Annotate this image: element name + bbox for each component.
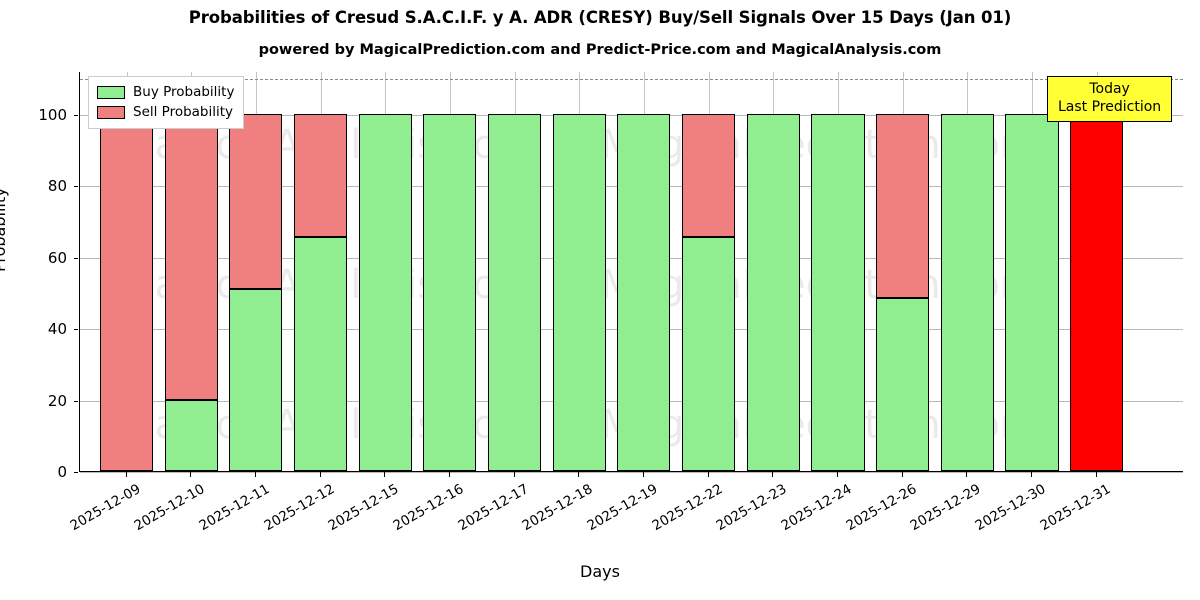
x-tick-mark <box>1031 472 1032 477</box>
chart-subtitle: powered by MagicalPrediction.com and Pre… <box>258 42 942 58</box>
bar-group[interactable] <box>811 71 865 471</box>
bar-segment-buy[interactable] <box>876 297 930 471</box>
x-tick-label: 2025-12-22 <box>649 481 726 535</box>
bar-segment-sell[interactable] <box>164 113 218 401</box>
legend-label: Buy Probability <box>133 84 235 100</box>
bar-segment-buy[interactable] <box>552 113 606 471</box>
bar-segment-buy[interactable] <box>294 237 348 471</box>
bar-segment-buy[interactable] <box>164 400 218 471</box>
bar-segment-sell[interactable] <box>682 113 736 238</box>
x-tick-mark <box>384 472 386 477</box>
chart-legend: Buy Probability Sell Probability <box>88 76 245 129</box>
x-tick-mark <box>642 472 644 477</box>
x-tick-mark <box>448 472 450 477</box>
bar-group[interactable] <box>1070 71 1124 471</box>
bar-group[interactable] <box>746 71 800 471</box>
y-tick-mark <box>74 257 78 259</box>
top-dashed-line <box>80 79 1183 81</box>
today-label: Today <box>1089 81 1130 97</box>
bar-segment-sell[interactable] <box>100 113 154 471</box>
x-tick-label: 2025-12-09 <box>67 481 144 535</box>
plot-inner: MagicalAnalysis.comMagicaPrediction.comM… <box>80 71 1183 473</box>
bar-group[interactable] <box>164 71 218 471</box>
x-tick-mark <box>125 472 127 477</box>
x-tick-mark <box>254 472 256 477</box>
x-tick-mark <box>513 472 515 477</box>
bar-segment-buy[interactable] <box>682 237 736 471</box>
bar-group[interactable] <box>358 71 412 471</box>
bar-segment-buy[interactable] <box>229 288 283 471</box>
x-tick-label: 2025-12-23 <box>713 481 790 535</box>
x-tick-label: 2025-12-19 <box>584 481 661 535</box>
x-tick-mark <box>1095 472 1097 477</box>
bar-group[interactable] <box>940 71 994 471</box>
bar-segment-buy[interactable] <box>1005 113 1059 471</box>
y-tick-mark <box>74 114 78 116</box>
y-tick-label: 0 <box>57 463 67 481</box>
horizontal-gridline <box>80 472 1183 473</box>
bar-group[interactable] <box>617 71 671 471</box>
y-tick-mark <box>74 329 78 331</box>
plot-area: MagicalAnalysis.comMagicaPrediction.comM… <box>79 71 1183 473</box>
bar-segment-buy[interactable] <box>423 113 477 471</box>
x-tick-mark <box>707 472 709 477</box>
legend-item[interactable]: Sell Probability <box>97 102 234 122</box>
bar-group[interactable] <box>488 71 542 471</box>
bar-segment-sell[interactable] <box>294 113 348 238</box>
legend-label: Sell Probability <box>133 104 234 120</box>
x-tick-label: 2025-12-15 <box>325 481 402 535</box>
bar-group[interactable] <box>682 71 736 471</box>
x-tick-label: 2025-12-26 <box>843 481 920 535</box>
bar-segment-sell[interactable] <box>876 113 930 298</box>
y-tick-label: 80 <box>47 177 67 196</box>
x-tick-mark <box>190 472 192 477</box>
bar-segment-buy[interactable] <box>746 113 800 471</box>
today-annotation: Today Last Prediction <box>1047 76 1173 122</box>
chart-title: Probabilities of Cresud S.A.C.I.F. y A. … <box>188 8 1012 27</box>
y-tick-label: 40 <box>47 320 67 339</box>
legend-item[interactable]: Buy Probability <box>97 82 234 102</box>
x-tick-mark <box>836 472 838 477</box>
y-tick-mark <box>74 472 78 473</box>
bar-group[interactable] <box>876 71 930 471</box>
x-tick-label: 2025-12-16 <box>390 481 467 535</box>
x-tick-label: 2025-12-18 <box>519 481 596 535</box>
last-prediction-label: Last Prediction <box>1058 99 1162 115</box>
y-tick-mark <box>74 186 78 188</box>
bar-segment-buy[interactable] <box>811 113 865 471</box>
bar-group[interactable] <box>294 71 348 471</box>
y-tick-label: 60 <box>47 248 67 267</box>
bar-segment-sell[interactable] <box>229 113 283 289</box>
x-tick-label: 2025-12-24 <box>778 481 855 535</box>
y-tick-label: 100 <box>38 105 67 124</box>
x-tick-mark <box>319 472 321 477</box>
x-axis-label: Days <box>580 562 620 581</box>
legend-swatch-icon <box>97 105 125 119</box>
bar-group[interactable] <box>423 71 477 471</box>
bar-segment-buy[interactable] <box>940 113 994 471</box>
x-tick-label: 2025-12-11 <box>196 481 273 535</box>
legend-swatch-icon <box>97 85 125 99</box>
x-tick-label: 2025-12-31 <box>1037 481 1114 535</box>
x-tick-label: 2025-12-17 <box>455 481 532 535</box>
bar-group[interactable] <box>552 71 606 471</box>
x-tick-label: 2025-12-30 <box>972 481 1049 535</box>
x-tick-mark <box>772 472 774 477</box>
x-tick-mark <box>578 472 580 477</box>
bar-segment-buy[interactable] <box>617 113 671 471</box>
x-tick-label: 2025-12-29 <box>907 481 984 535</box>
bar-group[interactable] <box>229 71 283 471</box>
bar-segment-sell[interactable] <box>1070 113 1124 471</box>
x-tick-mark <box>966 472 968 477</box>
x-tick-label: 2025-12-12 <box>261 481 338 535</box>
x-tick-mark <box>901 472 903 477</box>
y-tick-mark <box>74 400 78 402</box>
bar-group[interactable] <box>1005 71 1059 471</box>
bar-segment-buy[interactable] <box>358 113 412 471</box>
x-tick-label: 2025-12-10 <box>131 481 208 535</box>
y-tick-label: 20 <box>47 391 67 410</box>
bar-segment-buy[interactable] <box>488 113 542 471</box>
bar-group[interactable] <box>100 71 154 471</box>
